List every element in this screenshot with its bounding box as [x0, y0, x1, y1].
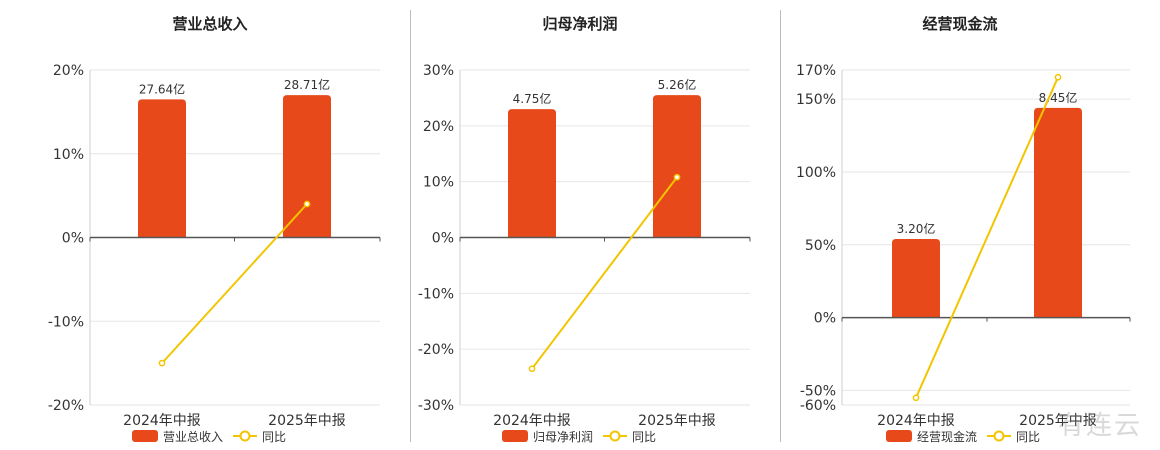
chart-title: 经营现金流 — [922, 15, 997, 33]
legend-bar-label: 归母净利润 — [533, 430, 593, 444]
yoy-point — [303, 200, 311, 208]
y-tick-label: 0% — [432, 231, 454, 247]
bar-value-label: 28.71亿 — [284, 77, 330, 92]
y-tick-label: 0% — [814, 311, 836, 327]
bar — [1034, 107, 1082, 318]
x-tick-label: 2024年中报 — [877, 413, 955, 429]
legend-bar-swatch — [886, 430, 912, 442]
legend-bar-swatch — [502, 430, 528, 442]
legend-line-label: 同比 — [262, 430, 286, 444]
bar — [892, 238, 940, 318]
y-tick-label: -20% — [48, 398, 84, 414]
x-tick-label: 2024年中报 — [123, 413, 201, 429]
bar-value-label: 3.20亿 — [897, 221, 936, 236]
legend-bar-swatch — [132, 430, 158, 442]
chart-title: 营业总收入 — [172, 15, 247, 33]
legend-bar-label: 营业总收入 — [163, 430, 223, 444]
bar-value-label: 5.26亿 — [658, 77, 697, 92]
x-tick-label: 2025年中报 — [1019, 413, 1097, 429]
y-tick-label: 50% — [805, 238, 836, 254]
y-tick-label: 30% — [423, 63, 454, 79]
legend-line-marker — [609, 430, 621, 442]
y-tick-label: 100% — [796, 165, 836, 181]
legend-line-label: 同比 — [632, 430, 656, 444]
bar-value-label: 27.64亿 — [139, 81, 185, 96]
y-tick-label: -30% — [418, 398, 454, 414]
bar — [508, 109, 556, 238]
y-tick-label: 150% — [796, 92, 836, 108]
yoy-point — [528, 365, 536, 373]
yoy-point — [1054, 73, 1062, 81]
y-tick-label: -60% — [800, 398, 836, 414]
y-tick-label: 170% — [796, 63, 836, 79]
y-tick-label: 10% — [53, 147, 84, 163]
x-tick-label: 2025年中报 — [268, 413, 346, 429]
yoy-point — [673, 173, 681, 181]
yoy-point — [158, 359, 166, 367]
legend-line-marker — [239, 430, 251, 442]
y-tick-label: 20% — [423, 119, 454, 135]
y-tick-label: 0% — [62, 231, 84, 247]
chart-title: 归母净利润 — [542, 15, 617, 33]
yoy-line — [161, 203, 308, 364]
y-tick-label: -20% — [418, 342, 454, 358]
bar — [138, 99, 186, 238]
bar — [283, 95, 331, 238]
y-tick-label: 20% — [53, 63, 84, 79]
y-tick-label: -10% — [48, 314, 84, 330]
bar-value-label: 8.45亿 — [1039, 90, 1078, 105]
x-tick-label: 2024年中报 — [493, 413, 571, 429]
legend-bar-label: 经营现金流 — [917, 429, 977, 444]
yoy-line — [915, 76, 1059, 399]
panel-divider — [780, 10, 781, 442]
watermark-text: 有连云 — [1058, 411, 1143, 441]
y-tick-label: 10% — [423, 175, 454, 191]
bar-value-label: 4.75亿 — [513, 91, 552, 106]
legend-line-marker — [993, 430, 1005, 442]
bar — [653, 95, 701, 238]
x-tick-label: 2025年中报 — [638, 413, 716, 429]
yoy-point — [912, 394, 920, 402]
legend-line-label: 同比 — [1016, 430, 1040, 444]
y-tick-label: -50% — [800, 383, 836, 399]
y-tick-label: -10% — [418, 286, 454, 302]
yoy-line — [531, 176, 678, 370]
panel-divider — [410, 10, 411, 442]
